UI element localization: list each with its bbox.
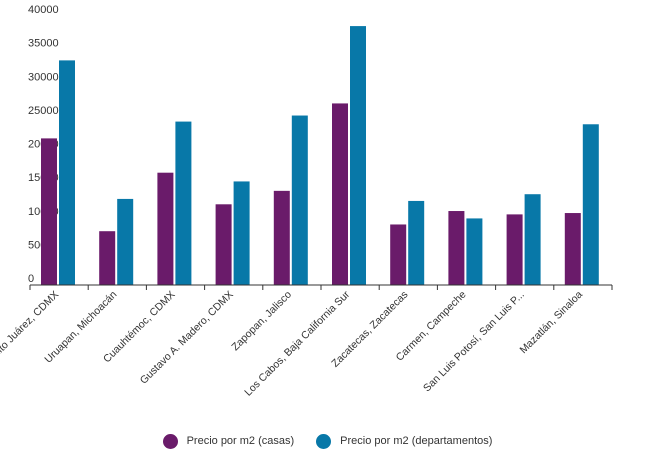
legend-item-departamentos[interactable]: Precio por m2 (departamentos) [316,433,493,449]
bar-casas[interactable] [215,204,232,285]
bar-departamentos[interactable] [466,218,483,285]
bar-casas[interactable] [273,190,290,285]
bar-departamentos[interactable] [582,124,599,286]
legend-label-departamentos: Precio por m2 (departamentos) [340,435,493,447]
bars [41,26,599,286]
bar-departamentos[interactable] [117,198,134,285]
bar-casas[interactable] [41,138,57,285]
legend: Precio por m2 (casas) Precio por m2 (dep… [0,431,655,451]
bar-casas[interactable] [506,214,523,285]
y-tick-label: 30000 [28,71,59,83]
x-tick-label: Los Cabos, Baja California Sur [242,288,352,398]
x-tick-label: San Luis Potosí, San Luis P... [421,289,527,395]
bar-departamentos[interactable] [291,115,308,285]
bar-casas[interactable] [564,213,581,285]
legend-marker-departamentos [316,433,332,449]
y-tick-label: 25000 [28,105,59,117]
x-tick-label: Gustavo A. Madero, CDMX [138,289,236,387]
x-tick-label: Zapopan, Jalisco [229,289,294,354]
bar-chart: 0500010000150002000025000300003500040000… [0,4,613,399]
bar-casas[interactable] [390,224,407,285]
bar-casas[interactable] [99,231,116,285]
bar-departamentos[interactable] [59,60,75,286]
bar-casas[interactable] [448,211,465,285]
bar-departamentos[interactable] [175,121,192,286]
legend-label-casas: Precio por m2 (casas) [186,435,295,447]
bar-departamentos[interactable] [233,181,250,285]
bar-departamentos[interactable] [350,26,366,286]
legend-item-casas[interactable]: Precio por m2 (casas) [162,433,295,449]
bar-casas[interactable] [332,103,348,285]
legend-marker-casas [162,433,178,449]
y-tick-label: 40000 [28,4,59,16]
bar-casas[interactable] [157,172,174,285]
bar-departamentos[interactable] [524,194,541,285]
bar-departamentos[interactable] [408,200,425,285]
y-tick-label: 0 [28,273,34,285]
y-tick-label: 35000 [28,38,59,50]
x-tick-label: Mazatlán, Sinaloa [518,289,586,357]
